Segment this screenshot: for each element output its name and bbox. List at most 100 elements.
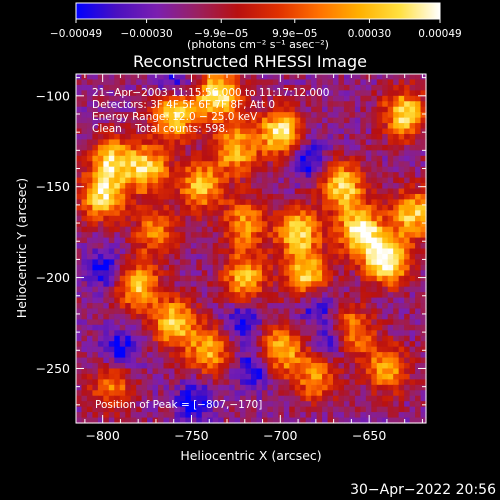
heatmap-cell [294,281,301,288]
heatmap-cell [289,232,296,239]
heatmap-cell [240,379,247,386]
heatmap-cell [168,303,176,310]
heatmap-cell [404,101,411,108]
heatmap-cell [283,281,290,288]
heatmap-cell [338,248,345,255]
heatmap-cell [305,363,312,370]
heatmap-cell [240,335,247,342]
heatmap-cell [168,193,176,201]
heatmap-cell [234,199,241,206]
heatmap-cell [207,395,214,402]
heatmap-cell [311,303,318,310]
heatmap-cell [234,95,241,102]
heatmap-cell [76,281,83,288]
heatmap-cell [190,303,197,310]
heatmap-cell [108,363,115,370]
heatmap-cell [338,292,345,299]
heatmap-cell [343,401,351,408]
heatmap-cell [245,248,252,255]
heatmap-cell [179,95,186,102]
heatmap-cell [152,253,159,260]
heatmap-cell [125,232,132,239]
heatmap-cell [349,390,356,397]
heatmap-cell [136,270,143,277]
heatmap-cell [278,281,285,288]
heatmap-cell [234,259,241,266]
heatmap-cell [376,199,383,206]
heatmap-cell [81,352,88,359]
heatmap-cell [152,84,159,91]
heatmap-cell [415,183,422,190]
heatmap-cell [354,215,361,222]
heatmap-cell [190,172,197,179]
heatmap-cell [168,221,176,228]
heatmap-cell [305,253,312,260]
heatmap-cell [223,341,230,348]
heatmap-cell [300,384,307,391]
heatmap-cell [343,232,351,239]
heatmap-cell [272,150,279,157]
heatmap-cell [152,352,159,359]
heatmap-cell [240,215,247,222]
heatmap-cell [125,384,132,391]
heatmap-cell [398,341,405,348]
heatmap-cell [251,253,258,260]
heatmap-cell [158,74,165,81]
heatmap-cell [97,335,104,342]
heatmap-cell [190,368,197,375]
heatmap-cell [338,237,345,244]
heatmap-cell [108,79,115,86]
heatmap-cell [371,101,378,108]
heatmap-cell [97,281,104,288]
heatmap-cell [354,373,361,380]
heatmap-cell [322,406,329,413]
heatmap-cell [376,90,383,97]
heatmap-cell [398,275,405,282]
heatmap-cell [240,243,247,250]
heatmap-cell [168,215,176,222]
heatmap-cell [404,379,411,386]
heatmap-cell [376,155,383,162]
heatmap-cell [322,368,329,375]
heatmap-cell [251,308,258,315]
heatmap-cell [130,193,137,201]
heatmap-cell [174,183,181,190]
heatmap-cell [158,210,165,217]
heatmap-cell [119,84,126,91]
heatmap-cell [185,193,192,201]
heatmap-cell [196,286,203,293]
heatmap-cell [103,74,110,81]
heatmap-cell [141,292,148,299]
heatmap-cell [333,346,340,353]
heatmap-cell [294,106,301,113]
heatmap-cell [168,232,176,239]
heatmap-cell [311,144,318,151]
heatmap-cell [168,281,176,288]
heatmap-cell [343,281,351,288]
heatmap-cell [300,395,307,402]
heatmap-cell [114,133,121,141]
heatmap-cell [207,384,214,391]
heatmap-cell [81,390,88,397]
heatmap-cell [316,330,323,337]
heatmap-cell [272,101,279,108]
heatmap-cell [114,79,121,86]
heatmap-cell [240,199,247,206]
heatmap-cell [212,286,219,293]
heatmap-cell [283,166,290,173]
heatmap-cell [256,74,263,81]
heatmap-cell [360,106,367,113]
heatmap-cell [174,286,181,293]
heatmap-cell [212,324,219,331]
heatmap-cell [387,183,394,190]
heatmap-cell [300,150,307,157]
heatmap-cell [245,319,252,326]
heatmap-cell [174,384,181,391]
heatmap-cell [141,401,148,408]
heatmap-cell [97,95,104,102]
heatmap-cell [278,373,285,380]
heatmap-cell [354,335,361,342]
heatmap-cell [300,204,307,211]
heatmap-cell [278,155,285,162]
heatmap-cell [190,335,197,342]
